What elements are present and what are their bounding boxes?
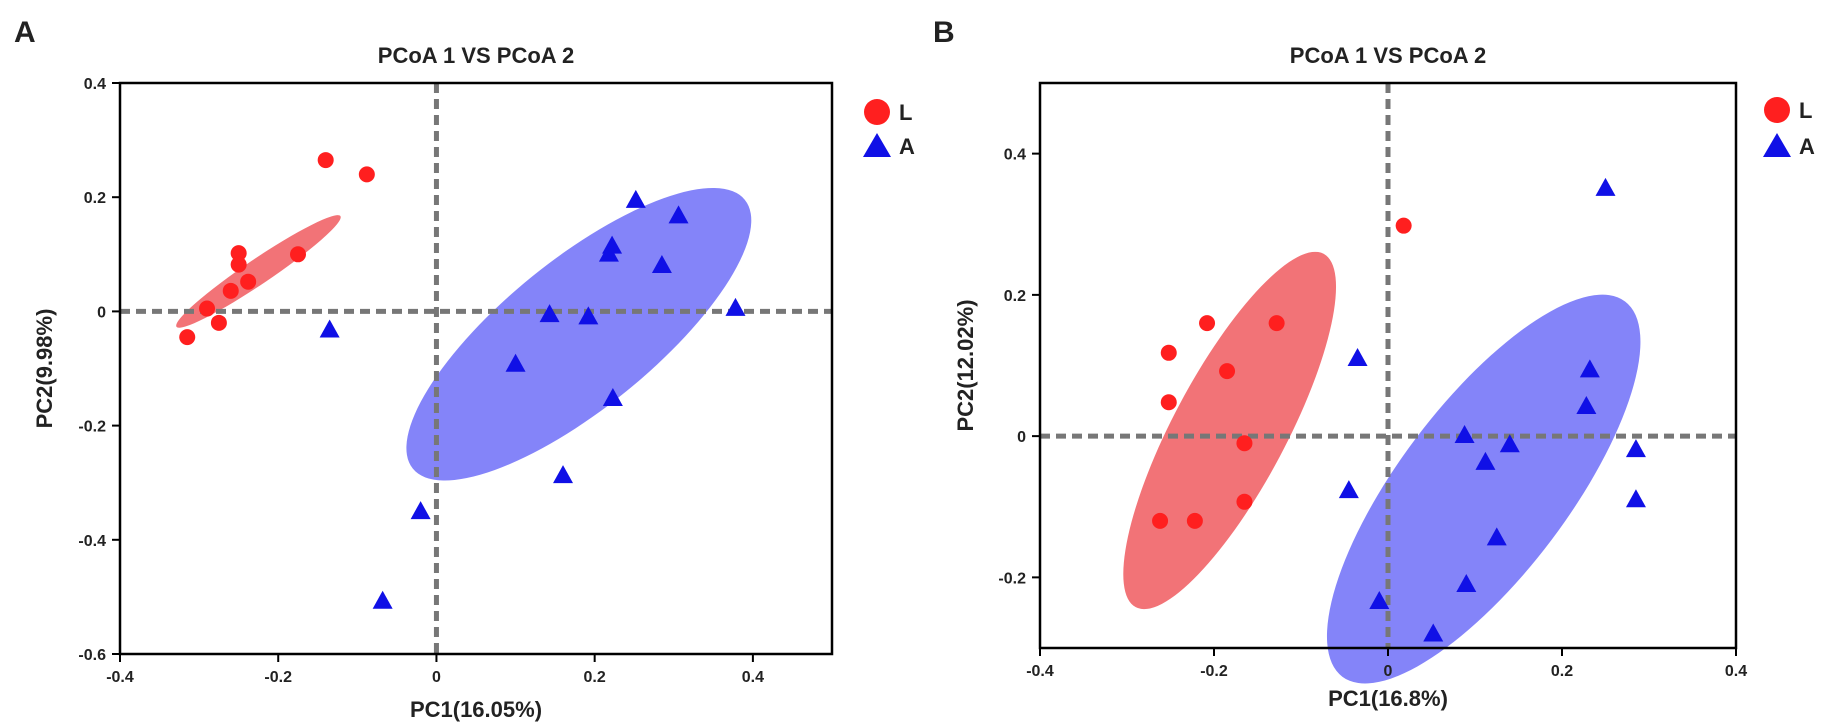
panel-a-point-a [725, 297, 746, 316]
panel-a-y-tick-label: -0.2 [78, 419, 106, 436]
panel-b-ellipse-l [1123, 251, 1337, 610]
panel-a-point-a [410, 501, 431, 520]
panel-a-legend-marker-l [864, 99, 890, 125]
panel-a-point-a [372, 590, 393, 609]
panel-b-point-l [1236, 493, 1253, 510]
panel-a-x-tick-label: 0.4 [742, 669, 764, 686]
panel-a-legend-marker-a [863, 133, 891, 157]
panel-a-plot-frame [118, 81, 834, 656]
panel-a-point-a [602, 388, 623, 407]
panel-a-point-l [358, 166, 375, 183]
panel-b-chart: B PCoA 1 VS PCoA 2 -0.4 -0.2 0 0.2 0.4 -0.2 0 0.2… [933, 16, 1815, 711]
panel-a-point-l [240, 273, 257, 290]
panel-a-y-axis-label: PC2(9.98%) [32, 309, 57, 429]
panel-a-x-tick-label: 0.2 [584, 669, 606, 686]
panel-a-legend-label-l: L [899, 100, 912, 125]
panel-b-point-l [1160, 344, 1177, 361]
panel-b-letter: B [933, 16, 955, 49]
panel-b-legend-marker-l [1764, 97, 1790, 123]
panel-a-ellipse-l [176, 215, 341, 328]
panel-b-point-l [1395, 217, 1412, 234]
panel-a-point-a [539, 304, 560, 323]
panel-a-point-l [179, 329, 196, 346]
panel-b-legend-label-l: L [1799, 98, 1812, 123]
panel-b-x-tick-label: -0.2 [1200, 663, 1228, 680]
panel-b-title: PCoA 1 VS PCoA 2 [1290, 43, 1486, 68]
panel-b-point-a [1499, 434, 1520, 453]
panel-b-point-l [1186, 512, 1203, 529]
panel-a-point-a [578, 306, 599, 325]
panel-a-y-tick-label: 0 [97, 304, 106, 321]
panel-a-y-tick-label: 0.2 [84, 190, 106, 207]
panel-a-x-tick-label: -0.2 [264, 669, 292, 686]
panel-a-point-a [553, 465, 574, 484]
panel-a-point-a [625, 189, 646, 208]
panel-b-y-tick-label: 0.2 [1004, 288, 1026, 305]
panel-a-point-l [230, 245, 247, 262]
panel-b-point-a [1625, 489, 1646, 508]
panel-a-y-tick-label: 0.4 [84, 76, 106, 93]
panel-b-point-l [1219, 363, 1236, 380]
panel-b-point-l [1236, 435, 1253, 452]
panel-a-x-axis-label: PC1(16.05%) [410, 697, 542, 722]
panel-a-legend-label-a: A [899, 134, 915, 159]
panel-b-x-tick-label: -0.4 [1026, 663, 1054, 680]
panel-b-point-a [1576, 396, 1597, 415]
panel-b-point-a [1456, 574, 1477, 593]
panel-b-x-tick-label: 0.2 [1551, 663, 1573, 680]
panel-b-point-l [1268, 315, 1285, 332]
panel-b-point-l [1199, 315, 1216, 332]
panel-b-y-tick-label: -0.2 [998, 570, 1026, 587]
panel-b-x-tick-label: 0 [1384, 663, 1393, 680]
panel-b-point-a [1579, 359, 1600, 378]
panel-a-point-l [199, 300, 216, 317]
panel-b-ellipse-a [1326, 294, 1641, 684]
panel-b-point-a [1347, 348, 1368, 367]
panel-a-title: PCoA 1 VS PCoA 2 [378, 43, 574, 68]
panel-b-legend-marker-a [1763, 133, 1791, 157]
panel-b-legend-label-a: A [1799, 134, 1815, 159]
panel-a-point-l [290, 246, 306, 263]
panel-b-x-tick-label: 0.4 [1725, 663, 1747, 680]
panel-b-point-a [1338, 480, 1359, 499]
panel-b-x-axis-label: PC1(16.8%) [1328, 686, 1448, 711]
panel-a-letter: A [14, 16, 36, 49]
panel-b-y-axis-label: PC2(12.02%) [953, 299, 978, 431]
panel-b-y-tick-label: 0 [1017, 429, 1026, 446]
panel-b-point-l [1152, 512, 1169, 529]
panel-b-y-tick-label: 0.4 [1004, 147, 1026, 164]
panel-a-point-l [230, 256, 247, 273]
panel-a-x-tick-label: 0 [432, 669, 441, 686]
panel-a-point-l [222, 282, 239, 299]
panel-b-point-a [1475, 451, 1496, 470]
panel-a-point-l [317, 152, 334, 169]
panel-a-point-a [505, 353, 526, 372]
panel-b-point-a [1454, 425, 1475, 444]
panel-a-y-tick-label: -0.6 [78, 647, 106, 664]
panel-b-point-a [1625, 439, 1646, 458]
panel-b-point-a [1486, 527, 1507, 546]
panel-a-point-a [668, 205, 689, 224]
panel-b-point-a [1369, 590, 1390, 609]
panel-b-point-a [1595, 177, 1616, 196]
panel-a-ellipse-a [406, 187, 752, 481]
panel-b-point-l [1160, 394, 1177, 411]
panel-a-point-a [651, 255, 672, 274]
panel-a-point-a [319, 319, 340, 338]
panel-a-x-tick-label: -0.4 [106, 669, 134, 686]
panel-a-point-l [210, 314, 227, 331]
panel-a-point-a [598, 243, 619, 262]
panel-a-y-tick-label: -0.4 [78, 533, 106, 550]
panel-b-point-a [1423, 623, 1444, 642]
